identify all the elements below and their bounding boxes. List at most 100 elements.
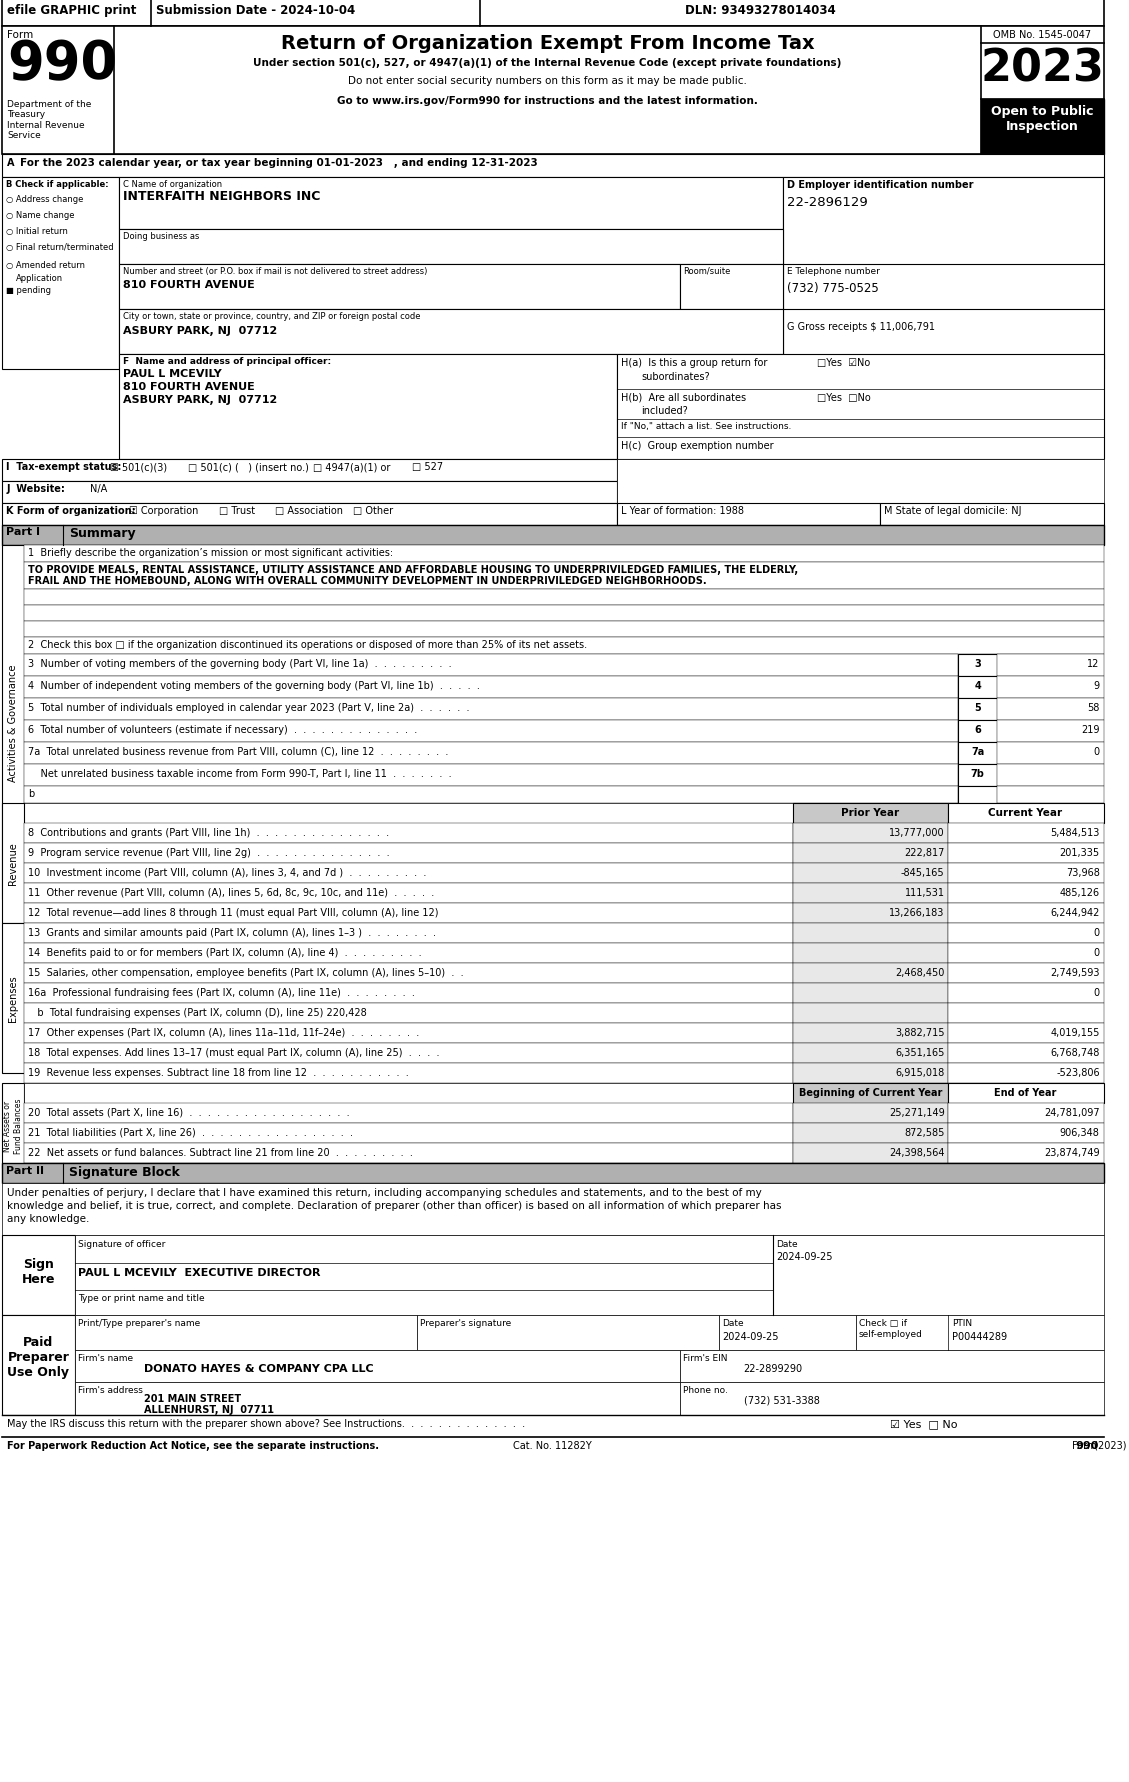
Bar [24,923,794,943]
Text: 111,531: 111,531 [904,887,945,898]
Text: Firm's name: Firm's name [78,1353,133,1361]
Text: 13  Grants and similar amounts paid (Part IX, column (A), lines 1–3 )  .  .  .  : 13 Grants and similar amounts paid (Part… [28,927,436,937]
Bar [2,27,1103,155]
Text: Room/suite: Room/suite [683,267,730,276]
Text: Activities & Governance: Activities & Governance [8,665,18,781]
Text: C Name of organization: C Name of organization [123,180,222,189]
Text: Sign
Here: Sign Here [21,1258,55,1285]
Text: □ 527: □ 527 [412,462,443,472]
Text: 810 FOURTH AVENUE: 810 FOURTH AVENUE [123,280,255,290]
Text: ALLENHURST, NJ  07711: ALLENHURST, NJ 07711 [143,1404,273,1415]
Text: (732) 775-0525: (732) 775-0525 [787,282,878,294]
Text: 0: 0 [1094,927,1100,937]
Bar [24,606,1103,622]
Text: 5  Total number of individuals employed in calendar year 2023 (Part V, line 2a) : 5 Total number of individuals employed i… [28,702,470,713]
Text: Preparer's signature: Preparer's signature [420,1319,511,1328]
Text: Go to www.irs.gov/Form990 for instructions and the latest information.: Go to www.irs.gov/Form990 for instructio… [338,96,758,105]
Text: 485,126: 485,126 [1059,887,1100,898]
Text: 4  Number of independent voting members of the governing body (Part VI, line 1b): 4 Number of independent voting members o… [28,681,480,691]
Text: Do not enter social security numbers on this form as it may be made public.: Do not enter social security numbers on … [348,77,747,86]
Text: Date: Date [776,1238,797,1249]
Bar [948,804,1103,823]
Bar [2,504,616,526]
Bar [794,964,948,984]
Text: -523,806: -523,806 [1056,1067,1100,1078]
Bar [948,1044,1103,1064]
Text: 21  Total liabilities (Part X, line 26)  .  .  .  .  .  .  .  .  .  .  .  .  .  : 21 Total liabilities (Part X, line 26) .… [28,1128,352,1137]
Text: For the 2023 calendar year, or tax year beginning 01-01-2023   , and ending 12-3: For the 2023 calendar year, or tax year … [20,159,537,168]
Text: ☑ Corporation: ☑ Corporation [129,506,199,515]
Text: 24,781,097: 24,781,097 [1044,1107,1100,1117]
Text: 12  Total revenue—add lines 8 through 11 (must equal Part VIII, column (A), line: 12 Total revenue—add lines 8 through 11 … [28,907,438,918]
Text: 201 MAIN STREET: 201 MAIN STREET [143,1394,240,1402]
Text: ☑ 501(c)(3): ☑ 501(c)(3) [110,462,167,472]
Bar [120,266,681,310]
Bar [997,720,1103,743]
Bar [948,1023,1103,1044]
Bar [948,823,1103,843]
Text: 0: 0 [1094,987,1100,998]
Text: 201,335: 201,335 [1059,848,1100,857]
Text: City or town, state or province, country, and ZIP or foreign postal code: City or town, state or province, country… [123,312,421,321]
Text: 4: 4 [974,681,981,691]
Text: Phone no.: Phone no. [683,1385,728,1394]
Text: INTERFAITH NEIGHBORS INC: INTERFAITH NEIGHBORS INC [123,191,321,203]
Bar [794,804,948,823]
Text: Form: Form [1073,1440,1100,1451]
Bar [948,1144,1103,1164]
Text: Doing business as: Doing business as [123,232,200,241]
Bar [681,1383,1103,1415]
Text: Signature of officer: Signature of officer [78,1238,166,1249]
Text: PTIN: PTIN [953,1319,972,1328]
Text: 25,271,149: 25,271,149 [889,1107,945,1117]
Text: 990: 990 [7,37,117,89]
Bar [24,964,794,984]
Bar [24,720,959,743]
Text: -845,165: -845,165 [901,868,945,877]
Bar [2,1415,1103,1438]
Text: 7a: 7a [971,747,984,757]
Bar [24,1144,794,1164]
Text: Application: Application [16,274,63,283]
Text: 810 FOURTH AVENUE: 810 FOURTH AVENUE [123,381,255,392]
Text: ○ Address change: ○ Address change [7,194,84,203]
Text: J  Website:: J Website: [7,483,65,494]
Bar [794,1083,948,1103]
Bar [948,1064,1103,1083]
Text: Print/Type preparer's name: Print/Type preparer's name [78,1319,201,1328]
Text: OMB No. 1545-0047: OMB No. 1545-0047 [994,30,1092,39]
Bar [24,864,794,884]
Bar [959,677,997,699]
Bar [959,786,997,804]
Text: Beginning of Current Year: Beginning of Current Year [798,1087,942,1098]
Text: ASBURY PARK, NJ  07712: ASBURY PARK, NJ 07712 [123,326,278,335]
Bar [794,1103,948,1123]
Bar [24,786,959,804]
Text: knowledge and belief, it is true, correct, and complete. Declaration of preparer: knowledge and belief, it is true, correc… [7,1201,781,1210]
Bar [948,964,1103,984]
Bar [2,178,120,371]
Bar [616,504,881,526]
Bar [794,903,948,923]
Bar [794,1003,948,1023]
Bar [959,720,997,743]
Text: A: A [7,159,15,168]
Bar [959,764,997,786]
Bar [2,0,1103,27]
Text: ○ Name change: ○ Name change [7,210,75,219]
Text: Net Assets or
Fund Balances: Net Assets or Fund Balances [3,1098,23,1153]
Bar [24,1123,794,1144]
Text: 19  Revenue less expenses. Subtract line 18 from line 12  .  .  .  .  .  .  .  .: 19 Revenue less expenses. Subtract line … [28,1067,409,1078]
Text: 2023: 2023 [980,48,1104,91]
Bar [76,1351,681,1383]
Text: 23,874,749: 23,874,749 [1044,1148,1100,1157]
Bar [959,743,997,764]
Text: 20  Total assets (Part X, line 16)  .  .  .  .  .  .  .  .  .  .  .  .  .  .  . : 20 Total assets (Part X, line 16) . . . … [28,1107,349,1117]
Bar [24,654,959,677]
Text: 14  Benefits paid to or for members (Part IX, column (A), line 4)  .  .  .  .  .: 14 Benefits paid to or for members (Part… [28,948,421,957]
Text: Firm's address: Firm's address [78,1385,143,1394]
Text: 4,019,155: 4,019,155 [1050,1028,1100,1037]
Text: Firm's EIN: Firm's EIN [683,1353,728,1361]
Text: 73,968: 73,968 [1066,868,1100,877]
Text: 2,749,593: 2,749,593 [1050,968,1100,978]
